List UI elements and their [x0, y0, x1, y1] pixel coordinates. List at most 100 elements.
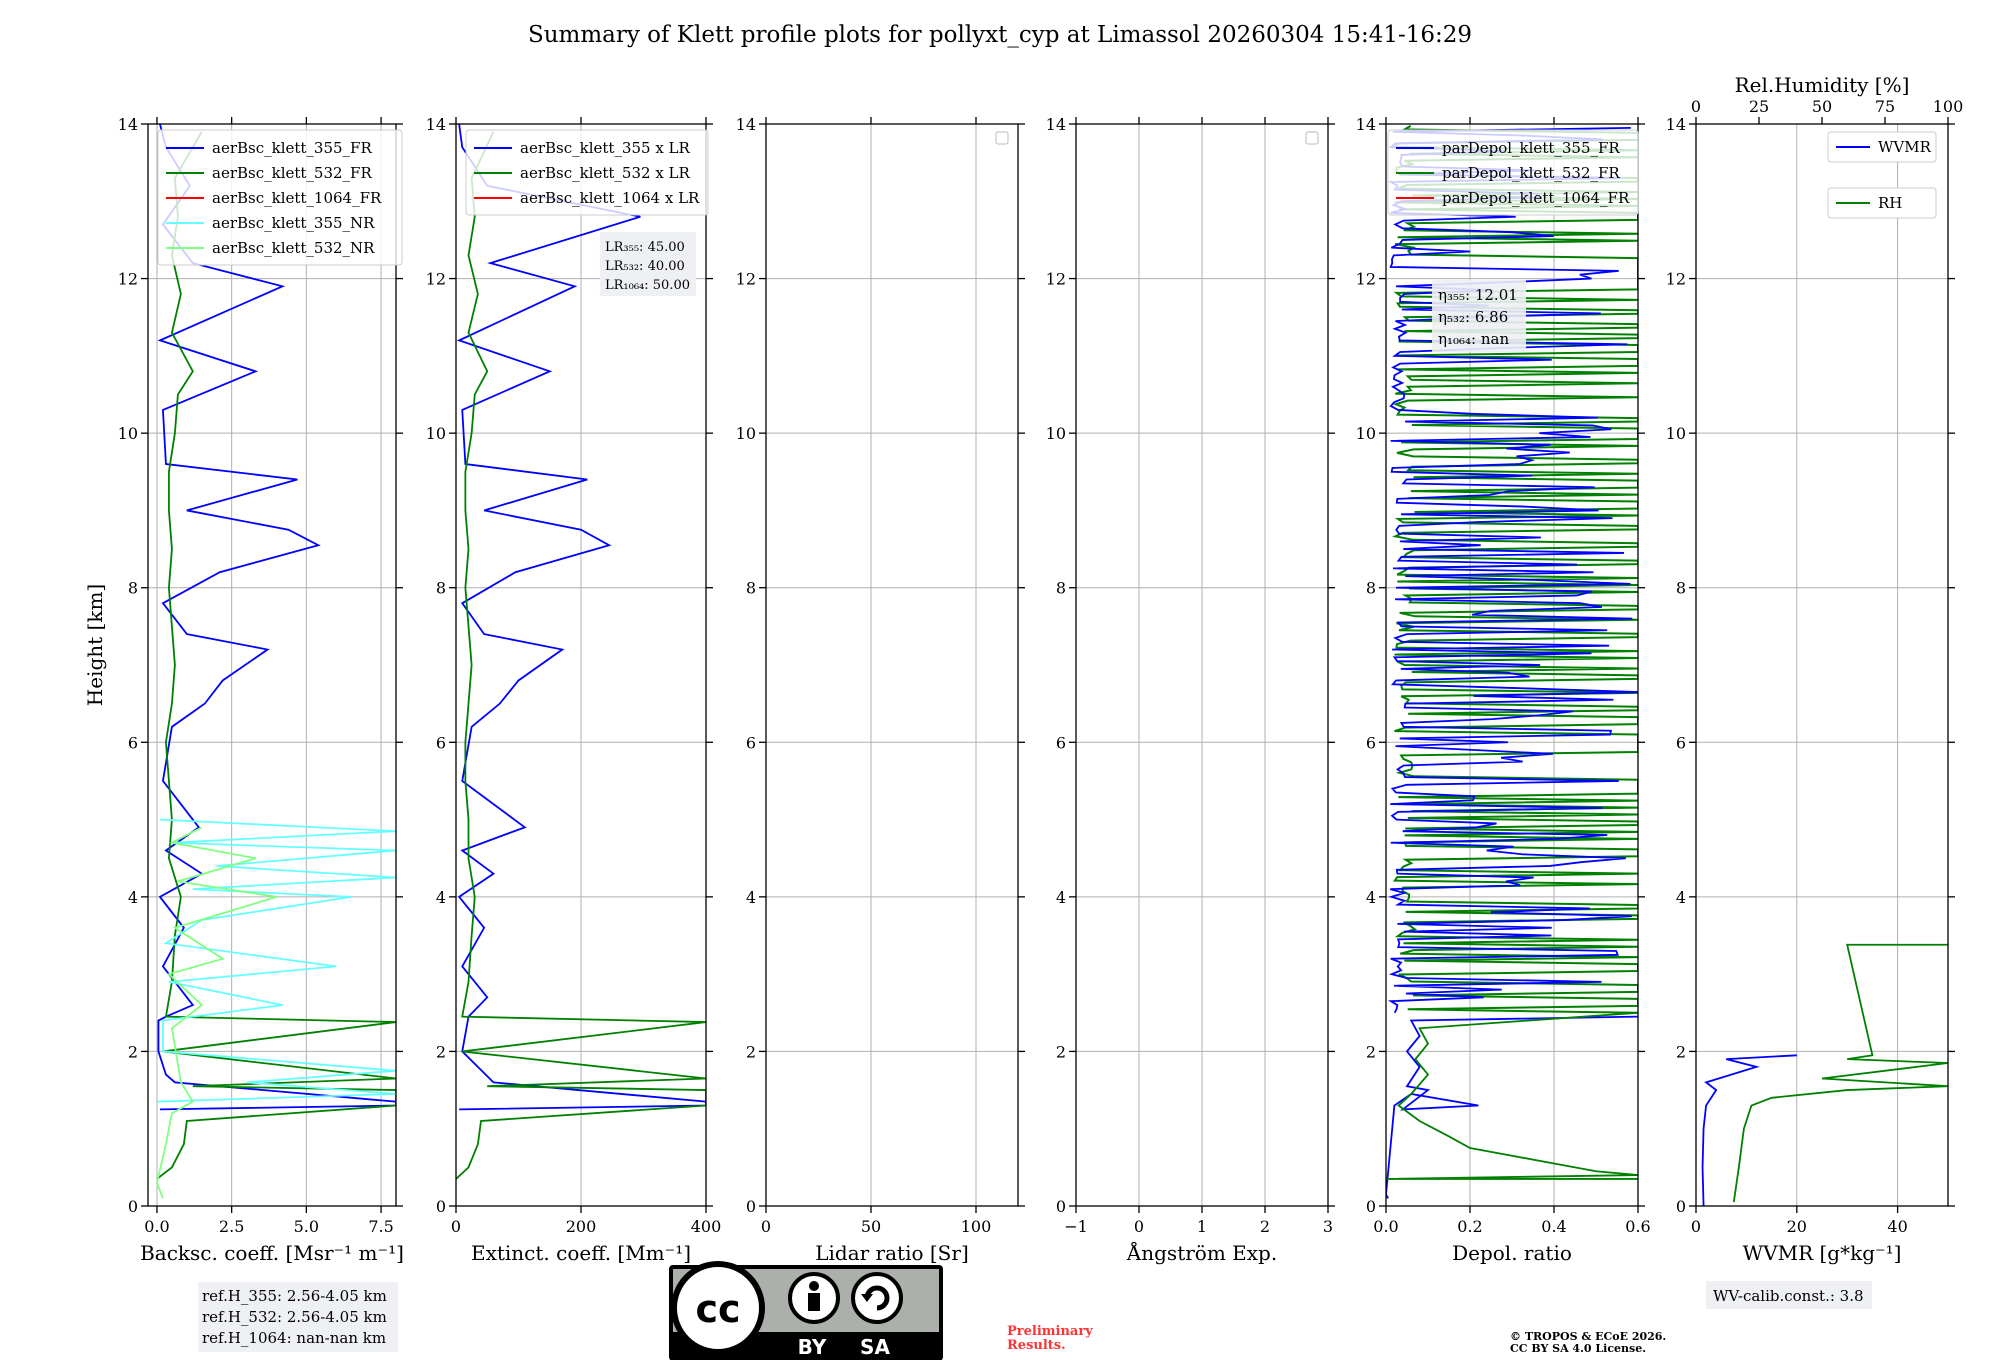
lidar-ratio-panel: 0 2 4 6 8 10 12 14 0 50 100 Lidar ratio [Sr] — [736, 115, 1025, 1265]
y-tick-label: 12 — [1046, 270, 1066, 289]
x2-tick-label: 75 — [1875, 97, 1895, 116]
copyright-line1: © TROPOS & ECoE 2026. — [1510, 1330, 1666, 1343]
y-tick-label: 2 — [1676, 1042, 1686, 1061]
y-tick-label: 4 — [1056, 888, 1066, 907]
series-line-aerbsc-klett-532-x-lr — [456, 131, 706, 1180]
series-line-wvmr — [1701, 1054, 1797, 1206]
legend-box — [157, 129, 403, 266]
y-tick-label: 8 — [1056, 579, 1066, 598]
y-tick-label: 10 — [736, 424, 756, 443]
axes-frame — [765, 123, 1019, 1207]
y-tick-label: 4 — [1366, 888, 1376, 907]
y-tick-label: 14 — [1356, 115, 1376, 134]
y-axis-label: Height [km] — [83, 584, 107, 706]
y-tick-label: 2 — [1366, 1042, 1376, 1061]
series-line-rh — [1732, 943, 1948, 1203]
x-tick-label: 200 — [566, 1217, 597, 1236]
ref-height-532: ref.H_532: 2.56-4.05 km — [202, 1308, 387, 1326]
x-tick-label: 400 — [691, 1217, 722, 1236]
y-tick-label: 12 — [1666, 270, 1686, 289]
y-tick-label: 8 — [436, 579, 446, 598]
ref-height-355: ref.H_355: 2.56-4.05 km — [202, 1287, 387, 1305]
y-tick-label: 10 — [1666, 424, 1686, 443]
wv-calib-bg — [1706, 1281, 1872, 1309]
cc-logo-text: cc — [695, 1287, 740, 1331]
x-tick-label: 0 — [1134, 1217, 1144, 1236]
by-person-body — [808, 1293, 820, 1311]
series-group — [156, 124, 396, 1199]
y-tick-label: 12 — [118, 270, 138, 289]
eta-annotation-bg — [1432, 280, 1526, 352]
x-tick-label: 100 — [961, 1217, 992, 1236]
legend-label: aerBsc_klett_532_FR — [212, 164, 372, 182]
x-tick-label: 20 — [1787, 1217, 1807, 1236]
eta-annotation: η₃₅₅: 12.01 — [1438, 286, 1518, 304]
empty-legend-box — [1305, 131, 1319, 145]
y-tick-label: 14 — [1666, 115, 1686, 134]
y-tick-label: 2 — [128, 1042, 138, 1061]
series-line-pardepol-klett-355-fr — [1386, 1015, 1638, 1199]
x-tick-label: 0.0 — [1373, 1217, 1398, 1236]
eta-annotation: η₅₃₂: 6.86 — [1438, 308, 1508, 326]
ref-height-1064: ref.H_1064: nan-nan km — [202, 1329, 386, 1347]
series-line-aerbsc-klett-355-fr — [157, 124, 396, 1111]
x-tick-label: 0.6 — [1625, 1217, 1650, 1236]
backscatter-panel: 0 2 4 6 8 10 12 14 0.0 2.5 5.0 7.5 Backsc. coeff. [M… — [118, 115, 404, 1265]
y-tick-label: 4 — [746, 888, 756, 907]
y-tick-label: 8 — [128, 579, 138, 598]
y-tick-label: 0 — [436, 1197, 446, 1216]
legend-box — [1827, 131, 1937, 163]
y-tick-label: 14 — [426, 115, 446, 134]
empty-legend-box — [995, 131, 1009, 145]
x-tick-label: 2.5 — [219, 1217, 244, 1236]
y-tick-label: 2 — [436, 1042, 446, 1061]
eta-annotation: η₁₀₆₄: nan — [1438, 330, 1509, 348]
lr-annotation-bg — [600, 232, 696, 296]
y-tick-label: 0 — [1056, 1197, 1066, 1216]
legend-label: parDepol_klett_532_FR — [1442, 164, 1620, 182]
y-tick-label: 6 — [1056, 733, 1066, 752]
series-line-aerbsc-klett-532-fr — [156, 131, 396, 1180]
y-tick-label: 2 — [1056, 1042, 1066, 1061]
legend-label: aerBsc_klett_355_FR — [212, 139, 372, 157]
legend-label: aerBsc_klett_532_NR — [212, 239, 375, 257]
y-tick-label: 10 — [426, 424, 446, 443]
x-tick-label: 1 — [1197, 1217, 1207, 1236]
legend-label: WVMR — [1878, 138, 1932, 156]
y-tick-label: 4 — [128, 888, 138, 907]
y-tick-label: 6 — [1676, 733, 1686, 752]
depol-355-dense-line — [1387, 126, 1638, 1014]
series-line-aerbsc-klett-355-x-lr — [456, 124, 706, 1111]
y-tick-label: 0 — [746, 1197, 756, 1216]
ref-height-box-bg — [198, 1282, 398, 1352]
sa-share-icon — [851, 1272, 903, 1324]
preliminary-line2: Results. — [1007, 1338, 1066, 1353]
wv-calib-text: WV-calib.const.: 3.8 — [1713, 1287, 1864, 1305]
series-line-pardepol-klett-532-fr — [1386, 1011, 1638, 1180]
y-tick-label: 6 — [1366, 733, 1376, 752]
y-tick-label: 14 — [736, 115, 756, 134]
axes-frame — [147, 123, 397, 1207]
y-tick-label: 8 — [1676, 579, 1686, 598]
figure-title: Summary of Klett profile plots for polly… — [528, 22, 1472, 48]
x-axis-label: Extinct. coeff. [Mm⁻¹] — [471, 1241, 691, 1265]
legend-box — [1827, 187, 1937, 219]
legend-label: aerBsc_klett_1064 x LR — [520, 189, 700, 207]
series-line-aerbsc-klett-355-nr — [156, 818, 396, 1103]
y-tick-label: 0 — [128, 1197, 138, 1216]
y-tick-label: 4 — [1676, 888, 1686, 907]
lr-annotation: LR₁₀₆₄: 50.00 — [605, 278, 690, 293]
preliminary-line1: Preliminary — [1007, 1324, 1093, 1339]
y-tick-label: 14 — [1046, 115, 1066, 134]
by-person-head — [809, 1281, 819, 1291]
x-axis-label: Depol. ratio — [1452, 1241, 1572, 1265]
x-tick-label: 0.2 — [1457, 1217, 1482, 1236]
legend-label: RH — [1878, 194, 1902, 212]
legend-label: parDepol_klett_1064_FR — [1442, 189, 1630, 207]
legend-label: aerBsc_klett_355 x LR — [520, 139, 691, 157]
x-tick-label: 50 — [861, 1217, 881, 1236]
cc-by-sa-badge: cc BY SA — [669, 1261, 943, 1360]
